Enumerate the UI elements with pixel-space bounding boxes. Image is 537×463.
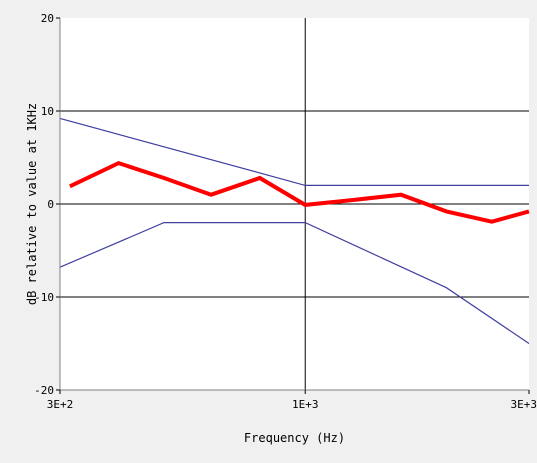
y-tick-label: 10: [41, 105, 54, 118]
y-tick-label: -20: [34, 384, 54, 397]
x-tick-label: 3E+2: [47, 398, 74, 411]
x-axis-title: Frequency (Hz): [244, 431, 345, 445]
y-tick-label: 20: [41, 12, 54, 25]
x-tick-label: 3E+3: [511, 398, 537, 411]
y-axis-title: dB relative to value at 1KHz: [25, 103, 39, 305]
x-tick-label: 1E+3: [292, 398, 319, 411]
y-tick-label: 0: [47, 198, 54, 211]
